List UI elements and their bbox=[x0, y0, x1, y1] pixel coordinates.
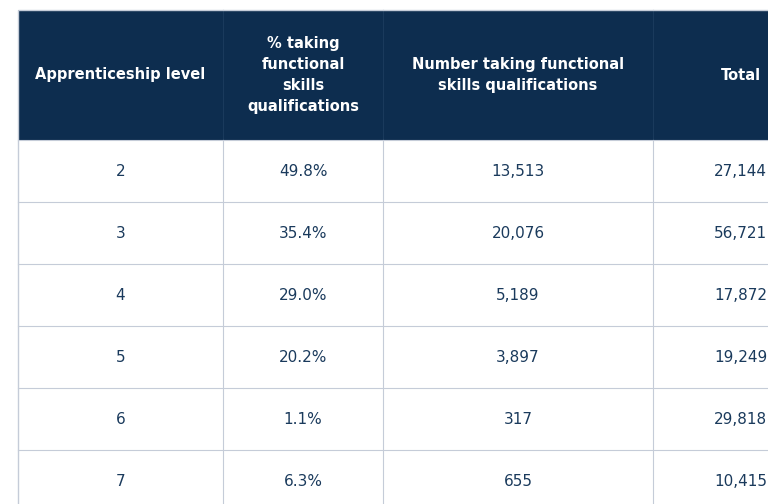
Text: 1.1%: 1.1% bbox=[283, 411, 323, 426]
Text: 49.8%: 49.8% bbox=[279, 163, 327, 178]
Text: 655: 655 bbox=[504, 473, 532, 488]
Text: 29.0%: 29.0% bbox=[279, 287, 327, 302]
Text: 20.2%: 20.2% bbox=[279, 349, 327, 364]
Text: 35.4%: 35.4% bbox=[279, 225, 327, 240]
Text: 6.3%: 6.3% bbox=[283, 473, 323, 488]
Text: 29,818: 29,818 bbox=[714, 411, 767, 426]
Text: 56,721: 56,721 bbox=[714, 225, 767, 240]
Text: 3: 3 bbox=[116, 225, 125, 240]
Text: 6: 6 bbox=[116, 411, 125, 426]
FancyBboxPatch shape bbox=[18, 10, 768, 140]
Text: 17,872: 17,872 bbox=[714, 287, 767, 302]
Text: 20,076: 20,076 bbox=[492, 225, 545, 240]
Text: 5: 5 bbox=[116, 349, 125, 364]
Text: 3,897: 3,897 bbox=[496, 349, 540, 364]
FancyBboxPatch shape bbox=[18, 450, 768, 504]
Text: 4: 4 bbox=[116, 287, 125, 302]
Text: 10,415: 10,415 bbox=[714, 473, 767, 488]
FancyBboxPatch shape bbox=[18, 264, 768, 326]
Text: Total: Total bbox=[720, 68, 760, 83]
Text: 2: 2 bbox=[116, 163, 125, 178]
FancyBboxPatch shape bbox=[18, 140, 768, 202]
Text: 27,144: 27,144 bbox=[714, 163, 767, 178]
Text: 5,189: 5,189 bbox=[496, 287, 540, 302]
Text: % taking
functional
skills
qualifications: % taking functional skills qualification… bbox=[247, 36, 359, 114]
Text: 7: 7 bbox=[116, 473, 125, 488]
FancyBboxPatch shape bbox=[18, 202, 768, 264]
FancyBboxPatch shape bbox=[18, 326, 768, 388]
Text: Number taking functional
skills qualifications: Number taking functional skills qualific… bbox=[412, 57, 624, 93]
FancyBboxPatch shape bbox=[18, 388, 768, 450]
Text: Apprenticeship level: Apprenticeship level bbox=[35, 68, 206, 83]
Text: 317: 317 bbox=[504, 411, 532, 426]
Text: 13,513: 13,513 bbox=[492, 163, 545, 178]
Text: 19,249: 19,249 bbox=[714, 349, 767, 364]
